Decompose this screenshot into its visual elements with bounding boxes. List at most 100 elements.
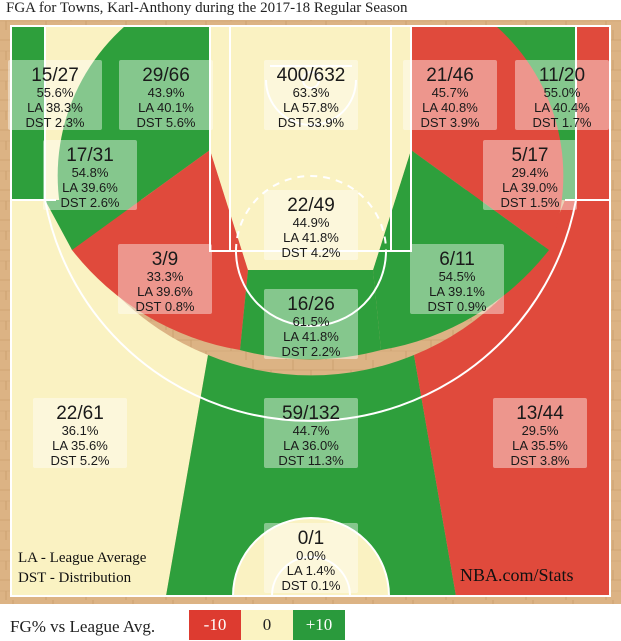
zone-right-wing-deep-3-league-avg: LA 35.5% (512, 438, 568, 453)
zone-left-baseline-mid-fg-pct: 54.8% (72, 165, 109, 180)
zone-center-mid-league-avg: LA 41.8% (283, 329, 339, 344)
zone-right-baseline-mid-fgm-fga: 5/17 (512, 145, 549, 166)
zone-left-elbow-mid-distribution: DST 0.8% (135, 299, 194, 314)
zone-right-wing-3-fg-pct: 45.7% (432, 85, 469, 100)
zone-label-box-left-baseline-mid (43, 140, 137, 210)
zone-right-wing-deep-3-fg-pct: 29.5% (522, 423, 559, 438)
nba-stats-watermark: NBA.com/Stats (460, 565, 574, 585)
zone-restricted-area-fgm-fga: 400/632 (277, 65, 346, 86)
zone-right-elbow-mid-league-avg: LA 39.1% (429, 284, 485, 299)
zone-label-box-right-elbow-mid (410, 244, 504, 314)
zone-left-baseline-mid-league-avg: LA 39.6% (62, 180, 118, 195)
zone-right-corner-3 (576, 26, 610, 200)
zone-top-of-key-3 (166, 355, 456, 596)
zone-right-corner-3-fg-pct: 55.0% (544, 85, 581, 100)
zone-center-mid-fgm-fga: 16/26 (287, 294, 335, 315)
zone-left-wing-deep-3-distribution: DST 5.2% (50, 453, 109, 468)
zone-top-of-key-3-league-avg: LA 36.0% (283, 438, 339, 453)
zone-paint-non-ra-fgm-fga: 22/49 (287, 195, 335, 216)
zone-left-wing-deep-3-league-avg: LA 35.6% (52, 438, 108, 453)
zone-right-baseline-mid (411, 26, 564, 250)
zone-left-corner-3-distribution: DST 2.3% (25, 115, 84, 130)
zone-left-wing-deep-3-fgm-fga: 22/61 (56, 403, 104, 424)
zone-right-wing-3-fgm-fga: 21/46 (426, 65, 474, 86)
zone-right-elbow-mid (373, 150, 549, 350)
legend-swatch-neutral: 0 (241, 610, 293, 640)
zone-top-of-key-3-fg-pct: 44.7% (293, 423, 330, 438)
zone-right-elbow-mid-distribution: DST 0.9% (427, 299, 486, 314)
zone-label-box-right-corner-3 (515, 60, 609, 130)
zone-right-wing-deep-3-distribution: DST 3.8% (510, 453, 569, 468)
legend-swatch-neutral-label: 0 (262, 615, 272, 634)
zone-label-box-right-wing-deep-3 (493, 398, 587, 468)
zone-label-box-left-wing-3 (119, 60, 213, 130)
zone-label-box-left-corner-3 (8, 60, 102, 130)
zone-center-mid-distribution: DST 2.2% (281, 344, 340, 359)
legend-note-dst: DST - Distribution (18, 570, 132, 586)
chart-title: FGA for Towns, Karl-Anthony during the 2… (6, 0, 408, 16)
zone-right-wing-3-league-avg: LA 40.8% (422, 100, 478, 115)
zone-top-of-key-3-distribution: DST 11.3% (278, 453, 344, 468)
zone-left-wing-3-distribution: DST 5.6% (136, 115, 195, 130)
zone-backcourt-distribution: DST 0.1% (281, 578, 340, 593)
zone-left-wing-deep-3 (11, 200, 208, 596)
legend-note-la: LA - League Average (18, 550, 147, 566)
zone-left-wing-3-fgm-fga: 29/66 (142, 65, 190, 86)
zone-right-corner-3-fgm-fga: 11/20 (539, 65, 585, 86)
zone-center-mid-fg-pct: 61.5% (293, 314, 330, 329)
legend-swatch-above: +10 (293, 610, 345, 640)
zone-backcourt-fg-pct: 0.0% (296, 548, 326, 563)
zone-left-baseline-mid (57, 26, 210, 250)
zone-label-box-restricted-area (264, 60, 358, 130)
zone-left-elbow-mid-fg-pct: 33.3% (147, 269, 184, 284)
court-lines (10, 25, 611, 597)
zone-label-box-paint-non-ra (264, 190, 358, 260)
zone-right-wing-3-distribution: DST 3.9% (420, 115, 479, 130)
zone-left-wing-3-fg-pct: 43.9% (148, 85, 185, 100)
zone-right-baseline-mid-distribution: DST 1.5% (500, 195, 559, 210)
zone-label-box-right-wing-3 (403, 60, 497, 130)
zone-left-corner-3-fg-pct: 55.6% (37, 85, 74, 100)
zone-right-elbow-mid-fg-pct: 54.5% (439, 269, 476, 284)
legend-swatch-below: -10 (189, 610, 241, 640)
zone-right-baseline-mid-league-avg: LA 39.0% (502, 180, 558, 195)
zone-left-baseline-mid-fgm-fga: 17/31 (66, 145, 114, 166)
zone-label-box-left-elbow-mid (118, 244, 212, 314)
zone-left-elbow-mid-league-avg: LA 39.6% (137, 284, 193, 299)
zone-right-elbow-mid-fgm-fga: 6/11 (439, 249, 475, 270)
color-legend: FG% vs League Avg. -10 0 +10 (0, 607, 621, 641)
zone-right-baseline-mid-fg-pct: 29.4% (512, 165, 549, 180)
zone-paint-non-ra-league-avg: LA 41.8% (283, 230, 339, 245)
zone-left-wing-deep-3-fg-pct: 36.1% (62, 423, 99, 438)
legend-swatch-above-label: +10 (305, 615, 333, 634)
zone-label-box-top-of-key-3 (264, 398, 358, 468)
zone-left-corner-3-fgm-fga: 15/27 (31, 65, 79, 86)
zone-right-corner-3-league-avg: LA 40.4% (534, 100, 590, 115)
zone-left-elbow-mid (72, 150, 248, 350)
color-legend-label: FG% vs League Avg. (10, 617, 156, 636)
zone-restricted-area-distribution: DST 53.9% (278, 115, 345, 130)
zone-label-box-right-baseline-mid (483, 140, 577, 210)
zone-left-baseline-mid-distribution: DST 2.6% (60, 195, 119, 210)
zone-restricted-area-fg-pct: 63.3% (293, 85, 330, 100)
zone-left-corner-3-league-avg: LA 38.3% (27, 100, 83, 115)
zone-right-wing-deep-3-fgm-fga: 13/44 (516, 403, 564, 424)
zone-label-box-left-wing-deep-3 (33, 398, 127, 468)
zone-label-box-backcourt (264, 523, 358, 593)
zone-backcourt-league-avg: LA 1.4% (287, 563, 336, 578)
zone-backcourt-fgm-fga: 0/1 (298, 528, 324, 549)
zone-right-wing-deep-3 (414, 200, 610, 596)
zone-left-corner-3 (11, 26, 45, 200)
zone-left-wing-3-league-avg: LA 40.1% (138, 100, 194, 115)
zone-paint-non-ra-fg-pct: 44.9% (293, 215, 330, 230)
zone-paint-non-ra (210, 150, 411, 270)
zone-right-corner-3-distribution: DST 1.7% (532, 115, 591, 130)
zone-paint-non-ra-distribution: DST 4.2% (281, 245, 340, 260)
legend-swatch-below-label: -10 (203, 615, 227, 634)
zone-top-of-key-3-fgm-fga: 59/132 (282, 403, 340, 424)
zone-label-box-center-mid (264, 289, 358, 359)
zone-restricted-area-league-avg: LA 57.8% (283, 100, 339, 115)
zone-center-mid (240, 270, 381, 360)
